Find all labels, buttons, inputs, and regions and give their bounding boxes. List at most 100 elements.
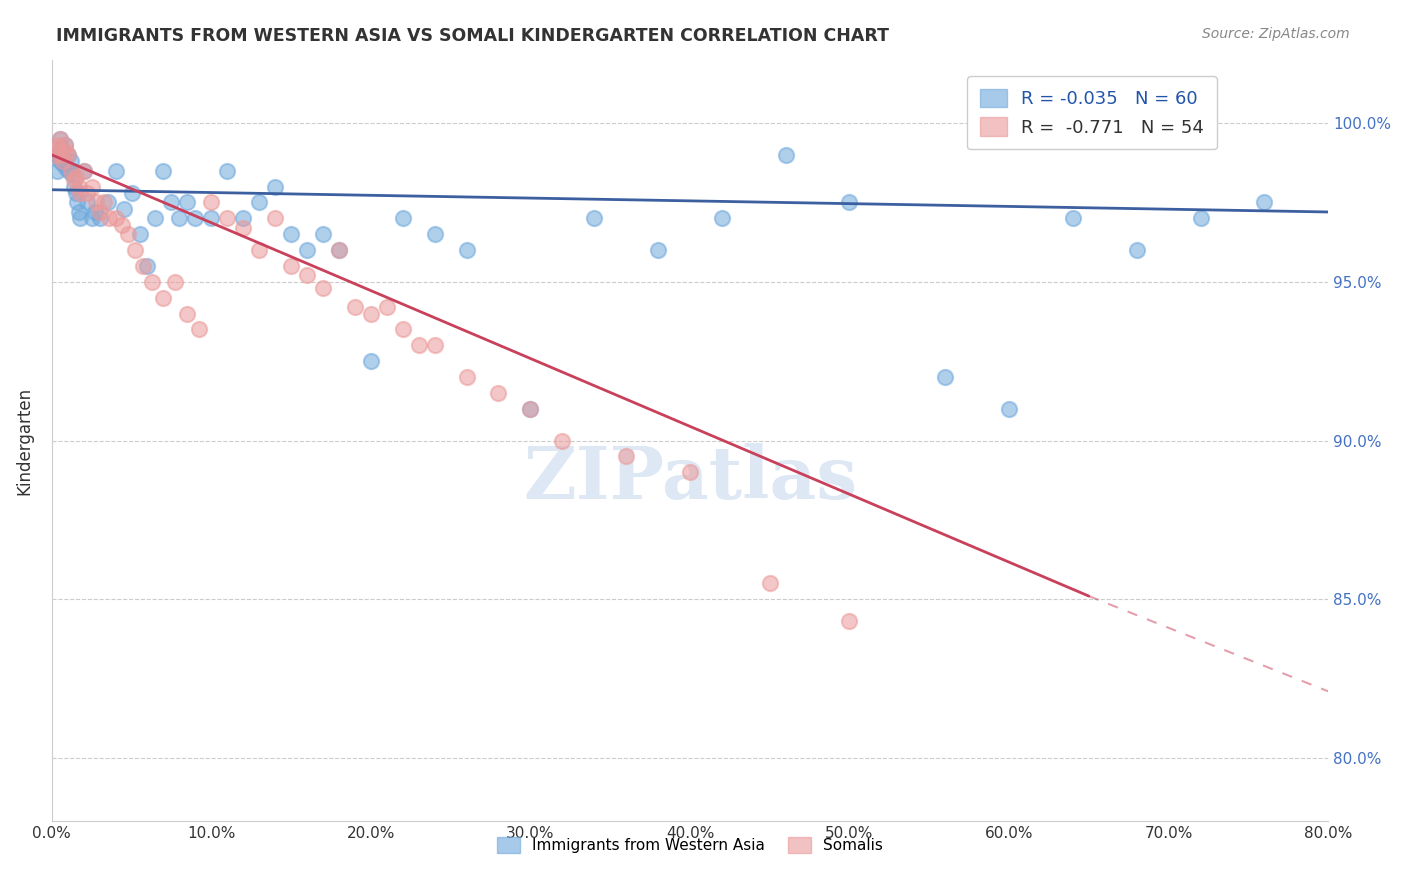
Point [1189,211,1212,226]
Point [128,227,150,242]
Point [184,211,207,226]
Point [141,275,163,289]
Point [710,211,733,226]
Point [328,243,350,257]
Point [758,576,780,591]
Point [45,138,67,153]
Point [343,300,366,314]
Point [775,148,797,162]
Y-axis label: Kindergarten: Kindergarten [15,386,32,494]
Point [83,205,105,219]
Point [232,220,254,235]
Point [104,211,127,226]
Point [112,202,135,216]
Point [67,179,90,194]
Point [46,148,69,162]
Point [53,138,76,153]
Point [97,195,120,210]
Point [160,195,183,210]
Point [63,179,86,194]
Point [176,307,198,321]
Point [200,211,222,226]
Point [614,450,637,464]
Point [104,163,127,178]
Point [583,211,606,226]
Point [247,243,270,257]
Point [280,259,302,273]
Point [217,163,239,178]
Point [328,243,350,257]
Point [163,275,186,289]
Point [55,161,77,175]
Point [69,211,91,226]
Legend: R = -0.035   N = 60, R =  -0.771   N = 54: R = -0.035 N = 60, R = -0.771 N = 54 [967,76,1218,149]
Point [423,338,446,352]
Point [647,243,669,257]
Point [65,169,87,184]
Point [519,401,541,416]
Point [408,338,430,352]
Point [48,132,70,146]
Point [519,401,541,416]
Point [131,259,153,273]
Point [456,243,478,257]
Point [456,370,478,384]
Point [48,154,70,169]
Point [86,195,108,210]
Point [1062,211,1084,226]
Point [51,148,73,162]
Point [121,186,143,200]
Point [152,291,174,305]
Point [73,163,96,178]
Point [200,195,222,210]
Point [187,322,209,336]
Point [111,218,134,232]
Point [1253,195,1275,210]
Point [264,211,287,226]
Point [67,205,90,219]
Point [89,211,111,226]
Point [44,148,66,162]
Point [56,148,79,162]
Point [136,259,159,273]
Point [391,322,413,336]
Point [69,186,91,200]
Point [312,227,335,242]
Point [488,385,510,400]
Point [838,195,860,210]
Point [98,211,121,226]
Point [44,148,66,162]
Point [312,281,335,295]
Point [679,465,702,479]
Point [998,401,1021,416]
Point [124,243,146,257]
Point [551,434,574,448]
Point [76,186,98,200]
Point [934,370,956,384]
Text: ZIPatlas: ZIPatlas [523,443,858,514]
Point [52,157,75,171]
Point [93,195,115,210]
Point [145,211,167,226]
Point [391,211,413,226]
Point [176,195,198,210]
Point [46,141,69,155]
Point [375,300,398,314]
Point [48,132,70,146]
Point [295,243,318,257]
Point [360,307,382,321]
Point [295,268,318,283]
Point [838,615,860,629]
Point [423,227,446,242]
Point [217,211,239,226]
Point [152,163,174,178]
Point [1125,243,1147,257]
Point [66,195,89,210]
Point [52,154,75,169]
Point [247,195,270,210]
Point [76,195,98,210]
Text: IMMIGRANTS FROM WESTERN ASIA VS SOMALI KINDERGARTEN CORRELATION CHART: IMMIGRANTS FROM WESTERN ASIA VS SOMALI K… [56,27,889,45]
Point [80,179,103,194]
Point [117,227,139,242]
Point [73,163,96,178]
